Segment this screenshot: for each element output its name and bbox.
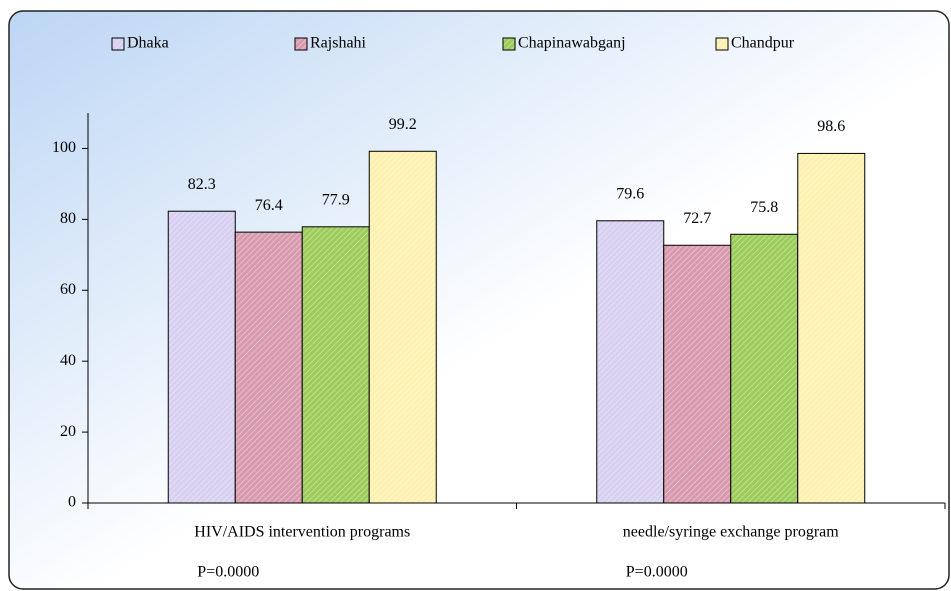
y-tick-label: 20 [60, 423, 76, 440]
bar [663, 244, 732, 504]
y-tick-label: 40 [60, 352, 76, 369]
legend-swatch [294, 37, 308, 51]
legend-label: Dhaka [127, 35, 169, 52]
value-label: 99.2 [389, 116, 417, 133]
bar [368, 150, 437, 504]
value-label: 76.4 [255, 197, 283, 214]
bar [234, 231, 303, 504]
legend-label: Rajshahi [310, 35, 367, 52]
bar [301, 226, 370, 504]
y-tick-label: 60 [60, 281, 76, 298]
value-label: 79.6 [616, 185, 644, 202]
bar [167, 210, 236, 504]
value-label: 82.3 [188, 176, 216, 193]
value-label: 75.8 [750, 199, 778, 216]
legend-swatch [715, 37, 729, 51]
value-label: 72.7 [683, 210, 711, 227]
bar [797, 152, 866, 504]
legend-label: Chandpur [731, 35, 795, 52]
bar [730, 233, 799, 504]
legend-swatch [502, 37, 516, 51]
x-tick-label: HIV/AIDS intervention programs [194, 524, 410, 541]
annotation: P=0.0000 [197, 564, 259, 581]
y-tick-label: 100 [52, 139, 76, 156]
bar [596, 220, 665, 504]
value-label: 77.9 [322, 191, 350, 208]
annotation: P=0.0000 [626, 564, 688, 581]
value-label: 98.6 [817, 118, 845, 135]
y-tick-label: 80 [60, 210, 76, 227]
y-tick-label: 0 [68, 494, 76, 511]
x-tick-label: needle/syringe exchange program [623, 524, 839, 541]
legend-swatch [111, 37, 125, 51]
legend-label: Chapinawabganj [518, 35, 626, 52]
